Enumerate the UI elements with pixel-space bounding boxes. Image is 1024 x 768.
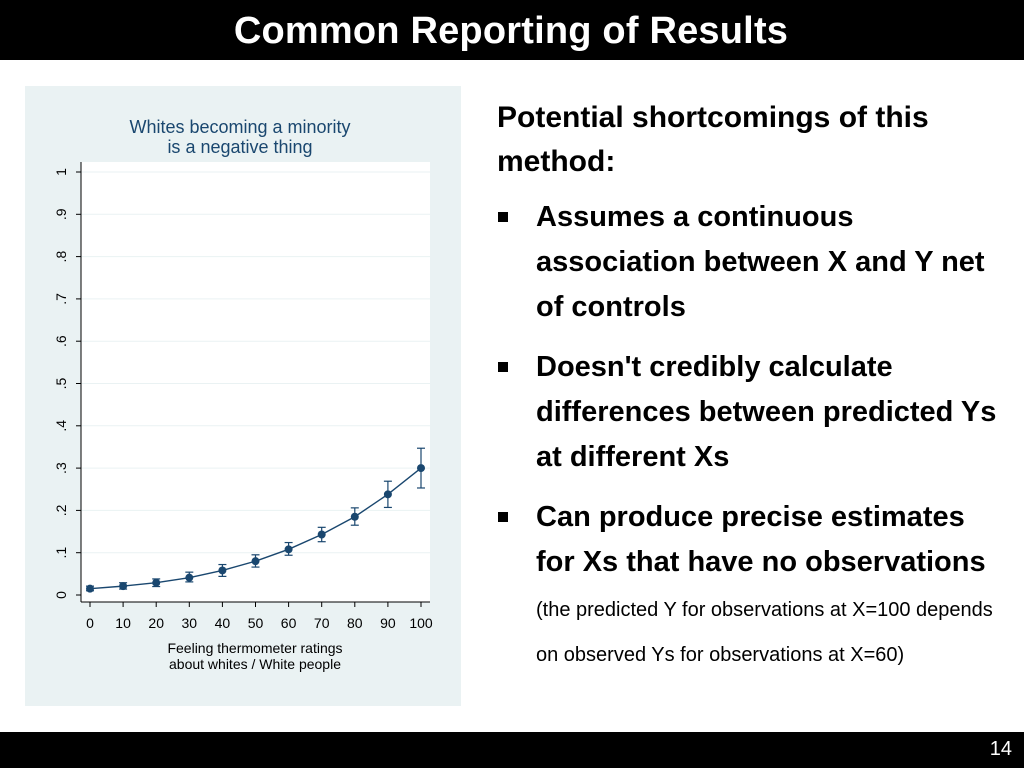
square-bullet-icon	[498, 362, 508, 372]
data-point	[350, 512, 359, 521]
bullet-item: Can produce precise estimates for Xs tha…	[497, 495, 1007, 675]
data-point	[185, 573, 194, 582]
x-tick-label: 60	[281, 615, 297, 631]
margins-plot: 0.1.2.3.4.5.6.7.8.910 10 20 30 40 50 60 70 80 90 1…	[53, 117, 433, 672]
chart-panel: 0.1.2.3.4.5.6.7.8.9 1 0 10 20 30 40 50 60 70 80 90 1…	[25, 86, 461, 706]
square-bullet-icon	[498, 512, 508, 522]
y-tick-label: .9	[53, 208, 69, 220]
y-tick-label: .6	[53, 335, 69, 347]
bullet-text: Can produce precise estimates for Xs tha…	[536, 501, 986, 578]
data-point	[284, 545, 293, 554]
plot-area	[81, 162, 430, 602]
bullet-item: Assumes a continuous association between…	[497, 195, 1007, 330]
data-point	[86, 584, 94, 593]
x-axis-title: Feeling thermometer ratings	[167, 640, 342, 656]
bullet-text: Doesn't credibly calculate differences b…	[536, 351, 997, 473]
title-bar: Common Reporting of Results	[0, 0, 1024, 60]
y-tick-label: .2	[53, 504, 69, 516]
y-tick-label: .5	[53, 377, 69, 389]
data-point	[417, 464, 425, 473]
x-tick-label: 20	[148, 615, 164, 631]
x-tick-label: 0	[86, 615, 94, 631]
page-number: 14	[989, 738, 1012, 760]
x-tick-label: 70	[314, 615, 330, 631]
y-tick-label: .4	[53, 420, 69, 432]
y-tick-label: .3	[53, 462, 69, 474]
data-point	[251, 557, 260, 566]
intro-text: Potential shortcomings of this method:	[497, 101, 929, 178]
bullet-note: (the predicted Y for observations at X=1…	[536, 599, 993, 666]
y-tick-label: .1	[53, 547, 69, 559]
chart-title: Whites becoming a minority	[129, 117, 350, 137]
y-tick-label: .7	[53, 293, 69, 305]
x-tick-label: 10	[115, 615, 131, 631]
square-bullet-icon	[498, 212, 508, 222]
data-point	[119, 582, 128, 591]
bullet-text: Assumes a continuous association between…	[536, 201, 985, 323]
x-tick-label: 90	[380, 615, 396, 631]
y-tick-label: 0	[53, 591, 69, 599]
data-point	[317, 530, 326, 539]
data-point	[152, 578, 161, 587]
bullet-item: Doesn't credibly calculate differences b…	[497, 345, 1007, 480]
y-tick-label: 1	[53, 168, 69, 176]
x-tick-label: 100	[409, 615, 433, 631]
footer-bar: 14	[0, 732, 1024, 768]
y-tick-label: .8	[53, 251, 69, 263]
x-tick-label: 40	[215, 615, 231, 631]
bullet-list: Assumes a continuous association between…	[497, 195, 1007, 675]
x-tick-label: 30	[182, 615, 198, 631]
x-tick-label: 80	[347, 615, 363, 631]
data-point	[218, 566, 227, 575]
x-tick-label: 50	[248, 615, 264, 631]
chart-subtitle: is a negative thing	[167, 137, 312, 157]
x-axis-title-line2: about whites / White people	[169, 656, 341, 672]
data-point	[383, 490, 392, 499]
slide-title: Common Reporting of Results	[233, 9, 789, 52]
shortcomings-text: Potential shortcomings of this method: A…	[497, 96, 1007, 690]
